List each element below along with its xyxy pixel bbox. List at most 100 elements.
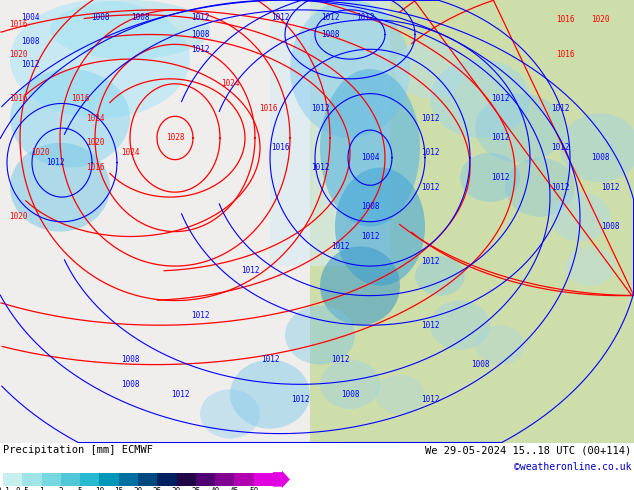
Ellipse shape (335, 168, 425, 286)
Bar (235, 473, 254, 486)
Text: 1016: 1016 (556, 49, 574, 59)
Bar (100, 473, 119, 486)
Text: 1012: 1012 (291, 394, 309, 404)
Text: 2: 2 (58, 487, 63, 490)
Text: 1028: 1028 (165, 133, 184, 143)
Ellipse shape (375, 374, 425, 414)
Bar (138, 473, 157, 486)
Text: 1016: 1016 (9, 20, 27, 29)
Ellipse shape (395, 39, 465, 98)
Text: 1008: 1008 (120, 380, 139, 389)
Text: 1012: 1012 (21, 60, 39, 69)
Ellipse shape (50, 0, 210, 59)
Text: 1016: 1016 (271, 143, 289, 152)
Text: 45: 45 (230, 487, 239, 490)
Ellipse shape (285, 305, 355, 365)
Ellipse shape (320, 246, 400, 325)
Text: 20: 20 (133, 487, 143, 490)
Text: 1012: 1012 (491, 173, 509, 182)
Text: 1012: 1012 (311, 163, 329, 172)
Text: 1008: 1008 (131, 13, 149, 22)
Bar (3, 473, 22, 486)
Text: 1004: 1004 (361, 153, 379, 162)
Text: 1016: 1016 (556, 15, 574, 24)
Ellipse shape (430, 59, 530, 138)
Text: We 29-05-2024 15..18 UTC (00+114): We 29-05-2024 15..18 UTC (00+114) (425, 445, 631, 456)
Text: 1012: 1012 (261, 355, 279, 364)
Text: 1024: 1024 (86, 114, 104, 123)
Text: 1008: 1008 (591, 153, 609, 162)
Text: 15: 15 (114, 487, 124, 490)
Bar (42, 473, 61, 486)
Ellipse shape (505, 158, 575, 217)
Text: 1012: 1012 (311, 104, 329, 113)
Text: 1020: 1020 (591, 15, 609, 24)
Bar (270, 0, 390, 266)
Text: 1016: 1016 (9, 94, 27, 103)
Text: 1008: 1008 (21, 37, 39, 46)
Ellipse shape (565, 246, 615, 286)
Text: ©weatheronline.co.uk: ©weatheronline.co.uk (514, 462, 631, 472)
Text: 1016: 1016 (71, 94, 89, 103)
Text: Precipitation [mm] ECMWF: Precipitation [mm] ECMWF (3, 445, 153, 456)
Text: 1020: 1020 (9, 49, 27, 59)
Bar (119, 473, 138, 486)
Ellipse shape (430, 300, 490, 350)
Text: 1020: 1020 (86, 138, 104, 147)
Text: 1012: 1012 (601, 183, 619, 192)
Text: 1024: 1024 (120, 148, 139, 157)
Ellipse shape (10, 0, 190, 118)
Ellipse shape (290, 0, 410, 138)
Text: 1012: 1012 (321, 13, 339, 22)
Text: 1: 1 (39, 487, 44, 490)
Ellipse shape (560, 113, 634, 182)
Text: 1012: 1012 (356, 13, 374, 22)
Text: 0.1: 0.1 (0, 487, 10, 490)
Ellipse shape (10, 69, 130, 168)
Text: 1012: 1012 (421, 320, 439, 330)
Text: 1012: 1012 (191, 45, 209, 54)
Text: 1012: 1012 (551, 104, 569, 113)
Text: 1008: 1008 (321, 30, 339, 39)
Ellipse shape (415, 256, 465, 295)
Text: 1012: 1012 (551, 183, 569, 192)
Text: 1012: 1012 (241, 267, 259, 275)
Text: 1012: 1012 (491, 133, 509, 143)
Text: 1008: 1008 (191, 30, 209, 39)
Text: 40: 40 (210, 487, 220, 490)
Bar (254, 473, 273, 486)
Polygon shape (310, 0, 634, 443)
Text: 30: 30 (172, 487, 181, 490)
Ellipse shape (550, 192, 610, 242)
Text: 1020: 1020 (31, 148, 49, 157)
Text: 35: 35 (191, 487, 200, 490)
Bar (215, 473, 235, 486)
Ellipse shape (230, 360, 310, 429)
Text: 1008: 1008 (471, 360, 489, 369)
Text: 1016: 1016 (86, 163, 104, 172)
Text: 1020: 1020 (9, 212, 27, 221)
Bar (61, 473, 80, 486)
Text: 1008: 1008 (91, 13, 109, 22)
Text: 1012: 1012 (421, 114, 439, 123)
Bar (196, 473, 215, 486)
Text: 1012: 1012 (271, 13, 289, 22)
Text: 1012: 1012 (361, 232, 379, 241)
Text: 1012: 1012 (171, 390, 190, 399)
Ellipse shape (10, 143, 110, 232)
Text: 1008: 1008 (340, 390, 359, 399)
Text: 1012: 1012 (331, 355, 349, 364)
Bar (22, 473, 42, 486)
Text: 1012: 1012 (191, 13, 209, 22)
Text: 1016: 1016 (259, 104, 277, 113)
Text: 50: 50 (249, 487, 258, 490)
Ellipse shape (475, 94, 565, 163)
Text: 1012: 1012 (421, 148, 439, 157)
Ellipse shape (320, 360, 380, 409)
Text: 1012: 1012 (421, 394, 439, 404)
Text: 1024: 1024 (221, 79, 239, 88)
Text: 1012: 1012 (491, 94, 509, 103)
Text: 5: 5 (78, 487, 82, 490)
FancyArrow shape (273, 471, 290, 488)
Text: 0.5: 0.5 (15, 487, 29, 490)
